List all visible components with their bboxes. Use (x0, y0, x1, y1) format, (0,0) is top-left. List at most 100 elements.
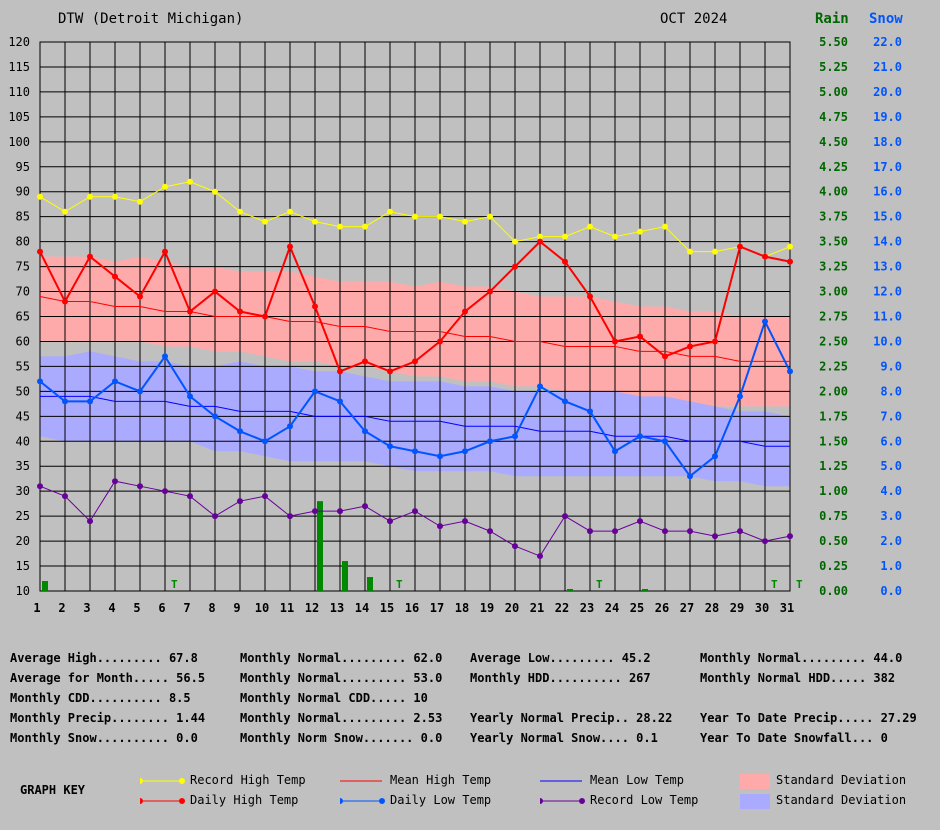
record-high-temp-point (387, 208, 393, 215)
day-tick-label: 2 (58, 601, 65, 615)
key-label: Daily High Temp (190, 793, 299, 807)
stat-value: 27.29 (880, 711, 917, 725)
day-tick-label: 1 (33, 601, 40, 615)
record-low-temp-point (737, 528, 743, 535)
rain-tick-label: 1.75 (819, 409, 848, 423)
record-low-temp-point (37, 483, 43, 490)
record-high-temp-point (137, 198, 143, 205)
snow-tick-label: 4.0 (880, 484, 902, 498)
daily-high-temp-point (287, 243, 293, 250)
record-low-temp-point (112, 478, 118, 485)
precip-bar (367, 577, 373, 591)
record-high-temp-point (612, 233, 618, 240)
rain-tick-label: 3.00 (819, 285, 848, 299)
daily-low-temp-point (762, 318, 768, 325)
precip-bar (42, 581, 48, 591)
temp-tick-label: 55 (16, 359, 30, 373)
rain-tick-label: 2.75 (819, 310, 848, 324)
daily-low-temp-point (462, 448, 468, 455)
day-tick-label: 20 (505, 601, 519, 615)
key-line-sample (540, 798, 585, 804)
record-low-temp-point (137, 483, 143, 490)
snow-tick-label: 1.0 (880, 559, 902, 573)
daily-low-temp-point (512, 433, 518, 440)
record-low-temp-point (562, 513, 568, 520)
stat-item: Year To Date Precip..... 27.29 (700, 711, 917, 725)
key-line-sample (140, 798, 185, 804)
daily-high-temp-point (662, 353, 668, 360)
day-tick-label: 8 (208, 601, 215, 615)
daily-low-temp-point (537, 383, 543, 390)
record-low-temp-point (162, 488, 168, 495)
rain-tick-label: 5.00 (819, 85, 848, 99)
record-low-temp-point (587, 528, 593, 535)
stat-item: Monthly HDD.......... 267 (470, 671, 651, 685)
temp-tick-label: 30 (16, 484, 30, 498)
stat-label: Monthly Precip........ (10, 711, 177, 725)
daily-low-temp-point (87, 398, 93, 405)
record-high-temp-point (62, 208, 68, 215)
rain-tick-label: 4.00 (819, 185, 848, 199)
stat-label: Monthly Snow.......... (10, 731, 177, 745)
day-tick-label: 31 (780, 601, 794, 615)
daily-low-temp-point (412, 448, 418, 455)
record-low-temp-point (512, 543, 518, 550)
temp-tick-label: 65 (16, 310, 30, 324)
trace-label: T (596, 578, 603, 591)
day-tick-label: 19 (480, 601, 494, 615)
temp-tick-label: 80 (16, 235, 30, 249)
rain-tick-label: 4.50 (819, 135, 848, 149)
day-tick-label: 27 (680, 601, 694, 615)
record-high-temp-point (337, 223, 343, 230)
snow-tick-label: 21.0 (873, 60, 902, 74)
temp-tick-label: 110 (8, 85, 30, 99)
stat-item: Monthly Normal......... 53.0 (240, 671, 442, 685)
daily-high-temp-point (387, 368, 393, 375)
daily-high-temp-point (112, 273, 118, 280)
day-tick-label: 24 (605, 601, 619, 615)
key-swatch (740, 774, 770, 789)
daily-high-temp-point (462, 308, 468, 315)
daily-high-temp-point (312, 303, 318, 310)
stat-value: 0.0 (176, 731, 198, 745)
station-title: DTW (Detroit Michigan) (58, 11, 243, 27)
record-low-temp-point (637, 518, 643, 525)
day-tick-label: 14 (355, 601, 369, 615)
record-high-temp-point (162, 183, 168, 190)
record-high-temp-point (512, 238, 518, 245)
stat-item: Monthly Norm Snow....... 0.0 (240, 731, 442, 745)
rain-tick-label: 3.75 (819, 210, 848, 224)
record-high-temp-point (487, 213, 493, 220)
day-tick-label: 4 (108, 601, 115, 615)
daily-low-temp-point (237, 428, 243, 435)
rain-tick-label: 0.25 (819, 559, 848, 573)
day-tick-label: 22 (555, 601, 569, 615)
stat-item: Monthly Normal......... 62.0 (240, 651, 442, 665)
plot-border (39, 41, 791, 592)
record-low-temp-point (312, 508, 318, 515)
key-line-sample (340, 798, 385, 804)
snow-tick-label: 3.0 (880, 509, 902, 523)
stat-item: Monthly Normal HDD..... 382 (700, 671, 895, 685)
record-high-temp-point (712, 248, 718, 255)
key-label: Standard Deviation (776, 773, 907, 787)
record-high-temp-point (687, 248, 693, 255)
day-tick-label: 25 (630, 601, 644, 615)
key-line-sample (140, 778, 185, 784)
daily-low-temp-point (637, 433, 643, 440)
record-high-temp-point (787, 243, 793, 250)
stat-label: Year To Date Precip..... (700, 711, 881, 725)
temp-tick-label: 105 (8, 110, 30, 124)
rain-tick-label: 5.50 (819, 35, 848, 49)
stat-value: 382 (873, 671, 896, 685)
record-low-temp-point (212, 513, 218, 520)
key-label: Standard Deviation (776, 793, 907, 807)
key-line-sample (540, 780, 582, 782)
day-tick-label: 10 (255, 601, 269, 615)
record-low-temp-point (787, 533, 793, 540)
temp-tick-label: 40 (16, 434, 30, 448)
rain-tick-label: 3.25 (819, 260, 848, 274)
daily-low-temp-point (112, 378, 118, 385)
daily-low-temp-point (362, 428, 368, 435)
snow-tick-label: 6.0 (880, 434, 902, 448)
